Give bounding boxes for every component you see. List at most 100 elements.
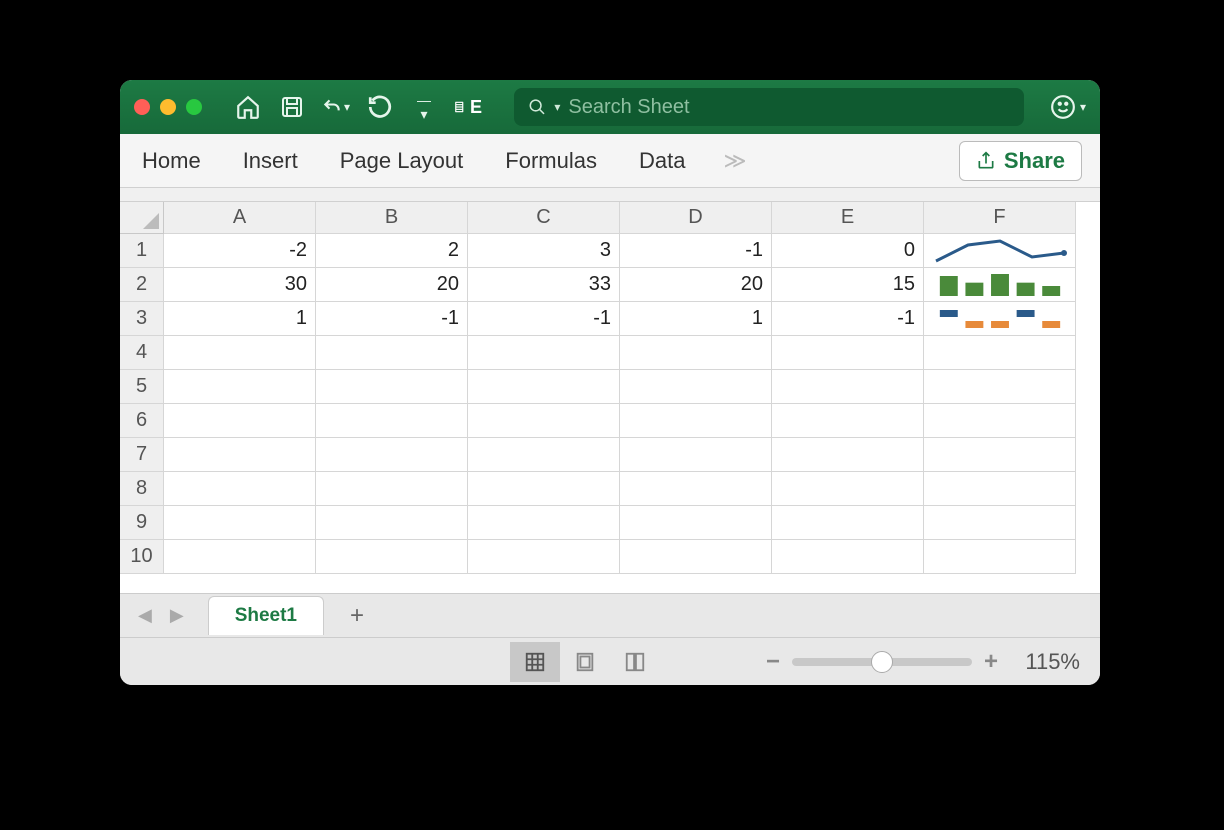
row-header-2[interactable]: 2 [120,268,164,302]
cell-D9[interactable] [620,506,772,540]
zoom-out-button[interactable]: − [766,648,780,676]
column-header-A[interactable]: A [164,202,316,234]
cell-B6[interactable] [316,404,468,438]
cell-A10[interactable] [164,540,316,574]
cell-D6[interactable] [620,404,772,438]
cell-A1[interactable]: -2 [164,234,316,268]
cell-E7[interactable] [772,438,924,472]
cell-B9[interactable] [316,506,468,540]
row-header-8[interactable]: 8 [120,472,164,506]
row-header-4[interactable]: 4 [120,336,164,370]
cell-B4[interactable] [316,336,468,370]
search-box[interactable]: ▾ [514,88,1024,126]
cell-B5[interactable] [316,370,468,404]
cell-E1[interactable]: 0 [772,234,924,268]
tab-home[interactable]: Home [138,142,205,180]
cell-D7[interactable] [620,438,772,472]
cell-A5[interactable] [164,370,316,404]
next-sheet-button[interactable]: ▶ [166,601,188,630]
column-header-D[interactable]: D [620,202,772,234]
cell-A4[interactable] [164,336,316,370]
tab-insert[interactable]: Insert [239,142,302,180]
normal-view-button[interactable] [510,642,560,682]
cell-B2[interactable]: 20 [316,268,468,302]
row-header-9[interactable]: 9 [120,506,164,540]
cell-F8[interactable] [924,472,1076,506]
cell-B10[interactable] [316,540,468,574]
cell-F2[interactable] [924,268,1076,302]
cell-C7[interactable] [468,438,620,472]
redo-icon[interactable] [366,93,394,121]
save-icon[interactable] [278,93,306,121]
cell-E3[interactable]: -1 [772,302,924,336]
cell-E6[interactable] [772,404,924,438]
prev-sheet-button[interactable]: ◀ [134,601,156,630]
cell-C8[interactable] [468,472,620,506]
cell-E2[interactable]: 15 [772,268,924,302]
add-sheet-button[interactable]: + [334,598,380,634]
home-icon[interactable] [234,93,262,121]
row-header-6[interactable]: 6 [120,404,164,438]
cell-C9[interactable] [468,506,620,540]
cell-D10[interactable] [620,540,772,574]
customize-toolbar-icon[interactable]: —▾ [410,93,438,121]
cell-A6[interactable] [164,404,316,438]
column-header-F[interactable]: F [924,202,1076,234]
cell-C5[interactable] [468,370,620,404]
cell-C4[interactable] [468,336,620,370]
cell-F4[interactable] [924,336,1076,370]
row-header-7[interactable]: 7 [120,438,164,472]
cell-E10[interactable] [772,540,924,574]
cell-E8[interactable] [772,472,924,506]
tab-data[interactable]: Data [635,142,689,180]
column-header-E[interactable]: E [772,202,924,234]
cell-D1[interactable]: -1 [620,234,772,268]
cell-F1[interactable] [924,234,1076,268]
cell-D5[interactable] [620,370,772,404]
cell-C10[interactable] [468,540,620,574]
column-header-C[interactable]: C [468,202,620,234]
cell-F3[interactable] [924,302,1076,336]
page-break-view-button[interactable] [610,642,660,682]
select-all-corner[interactable] [120,202,164,234]
row-header-3[interactable]: 3 [120,302,164,336]
cell-A9[interactable] [164,506,316,540]
share-button[interactable]: Share [959,141,1082,181]
sheet-tab[interactable]: Sheet1 [208,596,324,635]
cell-E4[interactable] [772,336,924,370]
cell-F7[interactable] [924,438,1076,472]
cell-C2[interactable]: 33 [468,268,620,302]
cell-B8[interactable] [316,472,468,506]
zoom-window-button[interactable] [186,99,202,115]
cell-F6[interactable] [924,404,1076,438]
cell-A7[interactable] [164,438,316,472]
cell-D8[interactable] [620,472,772,506]
cell-E9[interactable] [772,506,924,540]
cell-D4[interactable] [620,336,772,370]
undo-icon[interactable]: ▾ [322,93,350,121]
cell-C1[interactable]: 3 [468,234,620,268]
zoom-slider[interactable] [792,658,972,666]
cell-C6[interactable] [468,404,620,438]
cell-D2[interactable]: 20 [620,268,772,302]
zoom-in-button[interactable]: + [984,648,998,676]
page-layout-view-button[interactable] [560,642,610,682]
row-header-10[interactable]: 10 [120,540,164,574]
spreadsheet-area[interactable]: ABCDEF1-223-102302033201531-1-11-1456789… [120,202,1100,593]
cell-F10[interactable] [924,540,1076,574]
cell-B1[interactable]: 2 [316,234,468,268]
cell-D3[interactable]: 1 [620,302,772,336]
close-window-button[interactable] [134,99,150,115]
minimize-window-button[interactable] [160,99,176,115]
feedback-button[interactable]: ▾ [1050,94,1086,120]
zoom-level-label[interactable]: 115% [1010,649,1080,675]
cell-C3[interactable]: -1 [468,302,620,336]
cell-F5[interactable] [924,370,1076,404]
tab-page-layout[interactable]: Page Layout [336,142,468,180]
cell-A8[interactable] [164,472,316,506]
ribbon-more-tabs[interactable]: ≫ [723,148,748,174]
cell-B7[interactable] [316,438,468,472]
row-header-1[interactable]: 1 [120,234,164,268]
zoom-slider-thumb[interactable] [871,651,893,673]
tab-formulas[interactable]: Formulas [501,142,601,180]
